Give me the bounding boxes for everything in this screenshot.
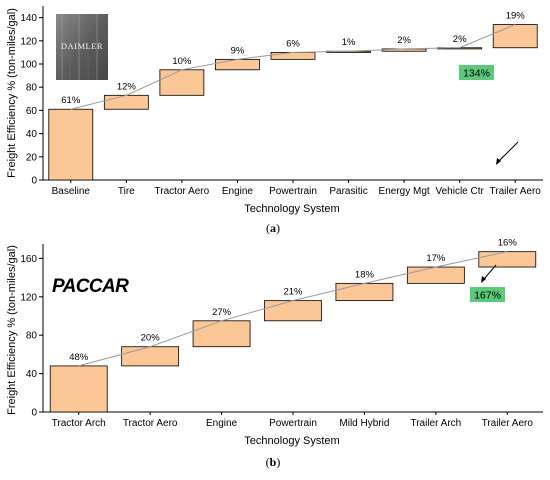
chart-b: 0 40 80 120 160 48% 20% 27% 21% 18% 17% 16% Tracto… bbox=[6, 238, 543, 469]
chart-a-bar bbox=[492, 24, 538, 49]
chart-a-bar bbox=[215, 58, 260, 71]
chart-b-category-label: Tractor Arch bbox=[52, 418, 106, 429]
chart-a-bar-label: 61% bbox=[61, 95, 81, 106]
chart-a: 0 20 40 60 80 100 120 140 61% 12% 10% 9% 6% 1% 2% 2% 19… bbox=[6, 6, 543, 235]
chart-b-ytick-label: 160 bbox=[20, 254, 37, 265]
chart-b-category-label: Tractor Aero bbox=[123, 418, 178, 429]
chart-b-total-label: 167% bbox=[474, 290, 501, 302]
chart-a-total-annotation: 134% bbox=[459, 65, 519, 165]
chart-a-ytick-label: 80 bbox=[26, 83, 38, 94]
chart-a-category-label: Tractor Aero bbox=[155, 186, 210, 197]
chart-b-bar-label: 27% bbox=[212, 307, 232, 318]
chart-b-total-box bbox=[470, 287, 505, 302]
chart-a-bar-label: 6% bbox=[286, 38, 300, 49]
chart-a-category-label: Parasitic bbox=[329, 186, 367, 197]
chart-a-bar-label: 10% bbox=[172, 56, 192, 67]
chart-b-bar-label: 21% bbox=[283, 287, 303, 298]
chart-b-bar bbox=[478, 251, 537, 268]
chart-b-bar bbox=[49, 365, 108, 413]
chart-a-bar bbox=[103, 94, 149, 110]
chart-a-bar bbox=[48, 108, 94, 181]
chart-b-bar bbox=[192, 320, 251, 348]
chart-a-ytick-label: 0 bbox=[31, 176, 37, 187]
chart-b-bar-label: 48% bbox=[69, 352, 89, 363]
chart-b-bar bbox=[335, 282, 394, 302]
chart-a-ytick-label: 100 bbox=[20, 60, 37, 71]
chart-b-bar-label: 18% bbox=[355, 269, 375, 280]
chart-b-bar-label: 16% bbox=[498, 238, 518, 249]
chart-a-category-label: Engine bbox=[222, 186, 254, 197]
chart-a-ytick-label: 60 bbox=[26, 106, 38, 117]
chart-a-bar-label: 1% bbox=[342, 37, 356, 48]
chart-a-ytick-label: 40 bbox=[26, 129, 38, 140]
chart-b-ytick-label: 120 bbox=[20, 292, 37, 303]
chart-b-category-label: Engine bbox=[206, 418, 238, 429]
chart-a-y-axis-title: Freight Efficiency % (ton-miles/gal) bbox=[6, 8, 18, 178]
chart-a-category-label: Vehicle Ctr bbox=[435, 186, 484, 197]
chart-a-ytick-label: 140 bbox=[20, 13, 37, 24]
chart-b-total-annotation: 167% bbox=[470, 264, 505, 302]
chart-a-total-label: 134% bbox=[463, 68, 490, 80]
chart-b-x-axis-title: Technology System bbox=[244, 435, 339, 447]
chart-b-category-label: Powertrain bbox=[269, 418, 317, 429]
chart-a-bar-label: 2% bbox=[453, 34, 467, 45]
chart-b-bar-label: 17% bbox=[426, 253, 446, 264]
chart-a-bar-label: 19% bbox=[506, 11, 526, 22]
chart-a-trend-line bbox=[70, 24, 516, 110]
chart-a-logo: DAIMLER bbox=[56, 14, 108, 80]
chart-a-category-label: Powertrain bbox=[269, 186, 317, 197]
chart-b-bar bbox=[121, 346, 180, 367]
panel-b-label: (b) bbox=[266, 455, 281, 469]
chart-b-bar bbox=[264, 300, 322, 322]
chart-b-ytick-label: 0 bbox=[31, 408, 37, 419]
chart-b-ytick-label: 40 bbox=[26, 369, 38, 380]
chart-a-bar-label: 12% bbox=[117, 81, 137, 92]
chart-a-bar-label: 9% bbox=[231, 45, 245, 56]
chart-b-category-label: Mild Hybrid bbox=[339, 418, 389, 429]
chart-a-ytick-label: 20 bbox=[26, 152, 38, 163]
chart-a-bar-label: 2% bbox=[397, 35, 411, 46]
chart-b-category-label: Trailer Aero bbox=[482, 418, 534, 429]
chart-a-category-label: Trailer Aero bbox=[490, 186, 542, 197]
chart-a-category-label: Energy Mgt bbox=[379, 186, 430, 197]
chart-b-logo: PACCAR bbox=[52, 276, 129, 297]
chart-b-bar bbox=[406, 266, 465, 284]
chart-b-bar-label: 20% bbox=[141, 333, 161, 344]
chart-b-y-axis-title: Freight Efficiency % (ton-miles/gal) bbox=[6, 245, 18, 415]
chart-a-category-label: Baseline bbox=[52, 186, 91, 197]
chart-a-bar bbox=[159, 69, 205, 96]
chart-a-category-label: Tire bbox=[118, 186, 135, 197]
panel-a-label: (a) bbox=[266, 221, 280, 235]
chart-b-trend-line bbox=[78, 251, 508, 367]
chart-a-x-axis-title: Technology System bbox=[244, 203, 339, 215]
chart-a-bar bbox=[270, 52, 316, 60]
chart-b-ytick-label: 80 bbox=[26, 331, 38, 342]
chart-a-ytick-label: 120 bbox=[20, 36, 37, 47]
chart-a-logo-text: DAIMLER bbox=[61, 41, 103, 51]
chart-b-category-label: Trailer Arch bbox=[410, 418, 461, 429]
chart-a-total-box bbox=[459, 65, 494, 80]
